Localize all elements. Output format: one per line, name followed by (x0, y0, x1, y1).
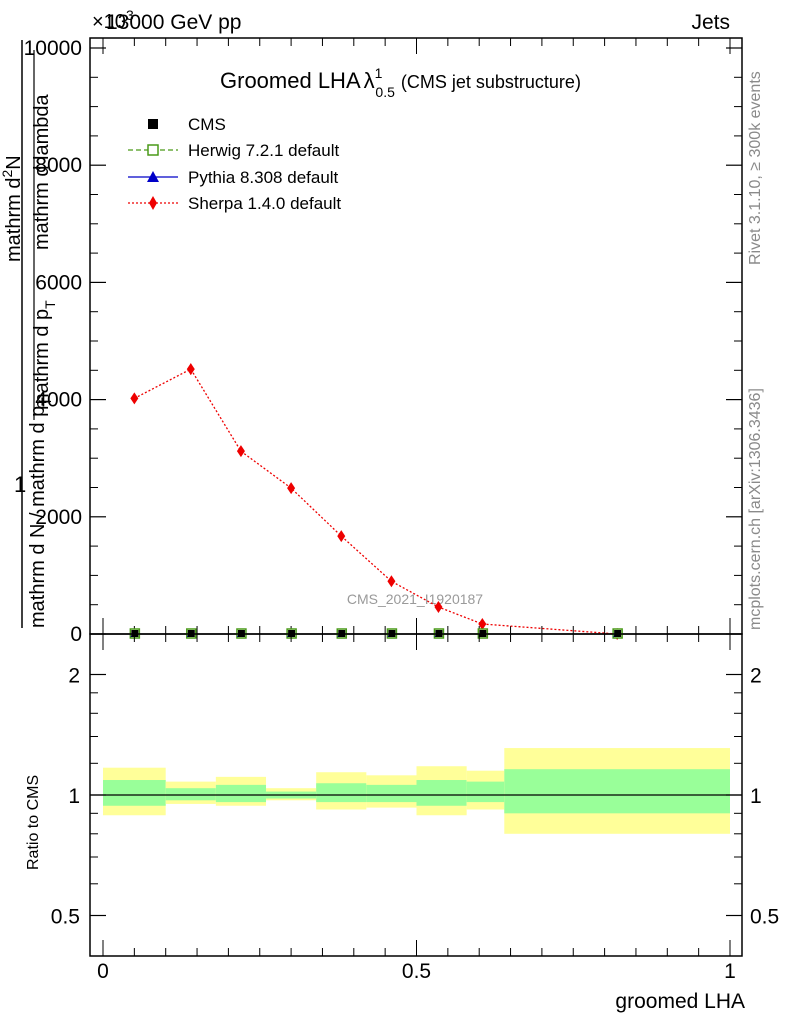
y-tick-label: 10000 (24, 37, 82, 60)
ratio-tick-label-left: 0.5 (51, 906, 80, 929)
y-tick-label: 4000 (35, 389, 82, 412)
ratio-band-inner (466, 781, 505, 803)
x-tick-label: 0.5 (402, 960, 431, 983)
sherpa-point (337, 530, 346, 543)
legend-label-cms: CMS (188, 115, 226, 134)
sherpa-point (287, 482, 296, 495)
y-tick-label: 2000 (35, 506, 82, 529)
y-tick-label: 0 (70, 623, 82, 646)
ratio-tick-label-right: 0.5 (750, 906, 779, 929)
legend-item-sherpa: Sherpa 1.4.0 default (128, 194, 341, 213)
process-label: Jets (691, 11, 730, 34)
x-tick-label: 0 (97, 960, 109, 983)
sherpa-line (134, 368, 618, 635)
legend-marker-sherpa (149, 196, 157, 210)
ratio-ylabel: Ratio to CMS (25, 775, 42, 870)
ratio-band-inner (215, 784, 267, 803)
ratio-tick-label-left: 2 (68, 665, 80, 688)
ratio-tick-label-right: 1 (750, 785, 762, 808)
legend-marker-cms (148, 119, 158, 129)
sherpa-point (130, 392, 139, 405)
rivet-label: Rivet 3.1.10, ≥ 300k events (747, 71, 764, 265)
sherpa-point (387, 575, 396, 588)
ratio-band-inner (416, 780, 467, 806)
y-tick-label: 6000 (35, 271, 82, 294)
exponent-label: ×103 (92, 7, 134, 33)
ratio-axis-ticks (90, 634, 742, 956)
legend-item-pythia: Pythia 8.308 default (128, 168, 339, 187)
analysis-watermark: CMS_2021_I1920187 (347, 591, 483, 607)
ylabel-numerator: mathrm d2N (0, 155, 25, 262)
legend-label-herwig: Herwig 7.2.1 default (188, 141, 339, 160)
ratio-bands (103, 748, 730, 834)
ratio-tick-labels: 0.5 0.5 1 1 2 2 (51, 665, 779, 929)
legend-label-sherpa: Sherpa 1.4.0 default (188, 194, 341, 213)
ratio-band-inner (366, 784, 417, 803)
mcplots-label: mcplots.cern.ch [arXiv:1306.3436] (747, 388, 764, 630)
sherpa-point (434, 601, 443, 614)
x-tick-labels: 0 0.5 1 (97, 960, 736, 983)
ylabel-denominator: mathrm d N / mathrm d pT (27, 397, 54, 628)
ylabel-fraction-line-1: mathrm d pT (31, 300, 58, 410)
x-axis-label: groomed LHA (615, 990, 745, 1013)
ratio-band-inner (504, 769, 730, 814)
ratio-tick-label-right: 2 (750, 665, 762, 688)
main-ylabel: 1 mathrm d N / mathrm d pT mathrm d2N ma… (0, 40, 58, 628)
legend-label-pythia: Pythia 8.308 default (188, 168, 339, 187)
sherpa-point (236, 445, 245, 458)
ratio-tick-label-left: 1 (68, 785, 80, 808)
energy-label: 13000 GeV pp (106, 11, 241, 34)
legend-item-herwig: Herwig 7.2.1 default (128, 141, 339, 160)
legend-marker-herwig (147, 144, 159, 156)
sherpa-point (478, 618, 487, 631)
ratio-band-inner (103, 780, 166, 806)
legend-item-cms: CMS (148, 115, 226, 134)
y-tick-label: 8000 (35, 154, 82, 177)
ratio-band-inner (316, 783, 367, 803)
plot-title: Groomed LHA λ1 0.5 (CMS jet substructure) (220, 65, 581, 100)
main-y-tick-labels: 0 2000 4000 6000 8000 10000 (24, 37, 82, 646)
ylabel-one: 1 (14, 472, 26, 497)
x-tick-label: 1 (724, 960, 736, 983)
sherpa-point (186, 363, 195, 376)
legend: CMS Herwig 7.2.1 default Pythia 8.308 de… (128, 115, 341, 213)
legend-marker-pythia (147, 171, 159, 182)
ylabel-fraction-line-2: mathrm d lambda (31, 94, 53, 250)
ratio-band-inner (165, 788, 216, 801)
